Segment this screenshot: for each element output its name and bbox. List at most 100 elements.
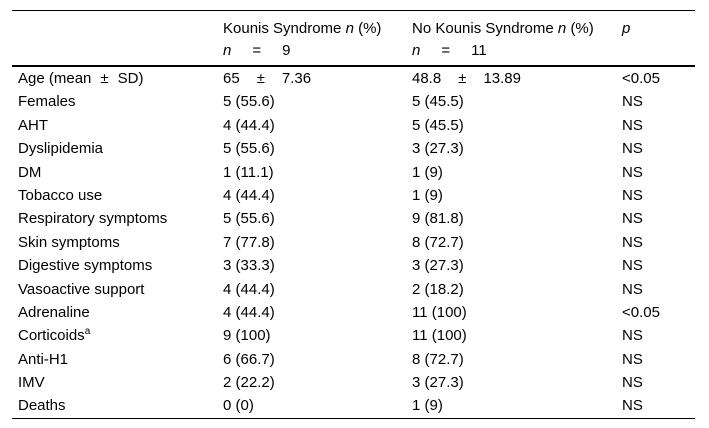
no-kounis-value: 11 (100) [412,303,467,321]
header-no-kounis-group: No Kounis Syndrome n (%) n = 11 [412,18,622,62]
p-value: NS [622,186,643,204]
kounis-comparison-table: Kounis Syndrome n (%) n = 9 No Kounis Synd… [12,10,695,419]
row-label: Deaths [18,397,66,415]
footnote-marker: a [84,326,91,338]
row-label: AHT [18,116,48,134]
header-no-kounis-count-val: 11 [471,42,487,59]
no-kounis-value: 3 (27.3) [412,257,464,275]
row-label: Respiratory symptoms [18,210,168,228]
p-value: <0.05 [622,70,660,87]
header-no-kounis-title: No Kounis Syndrome n (%) [412,18,622,40]
row-label: Dyslipidemia [18,140,104,158]
kounis-value: 4 (44.4) [223,116,275,134]
row-label: Anti-H1 [18,350,69,368]
row-label: DM [18,163,42,181]
header-no-kounis-n-symbol: n [557,20,567,37]
header-kounis-title: Kounis Syndrome n (%) [223,18,412,40]
row-label: Females [18,93,76,111]
p-value: NS [622,163,643,181]
kounis-value: 9 (100) [223,327,271,345]
no-kounis-value: 5 (45.5) [412,93,464,111]
no-kounis-value: 1 (9) [412,163,443,181]
header-kounis-count-eq: = [252,42,262,59]
table-row: Females 5 (55.6) 5 (45.5) NS [12,90,695,113]
table-body: Age (mean ± SD) 65 ±7.36 48.8 ±13.89 <0.05 F… [12,67,695,418]
table-row: Anti-H1 6 (66.7) 8 (72.7) NS [12,348,695,371]
kounis-value: 4 (44.4) [223,280,275,298]
p-value: NS [622,257,643,275]
table-row: IMV 2 (22.2) 3 (27.3) NS [12,371,695,394]
header-kounis-count-val: 9 [282,42,291,59]
table-header-row: Kounis Syndrome n (%) n = 9 No Kounis Synd… [12,11,695,67]
header-kounis-group: Kounis Syndrome n (%) n = 9 [223,18,412,62]
table-row: DM 1 (11.1) 1 (9) NS [12,161,695,184]
no-kounis-value: 5 (45.5) [412,116,464,134]
kounis-value: 5 (55.6) [223,93,275,111]
no-kounis-value: 2 (18.2) [412,280,464,298]
row-label: Vasoactive support [18,280,145,298]
header-p-label: p [622,20,631,37]
table-row: AHT 4 (44.4) 5 (45.5) NS [12,114,695,137]
kounis-value: 2 (22.2) [223,374,275,392]
table-row: Tobacco use 4 (44.4) 1 (9) NS [12,184,695,207]
p-value: NS [622,140,643,158]
p-value: NS [622,116,643,134]
p-value: NS [622,210,643,228]
header-kounis-pct: (%) [358,20,382,37]
no-kounis-value: 8 (72.7) [412,233,464,251]
no-kounis-value: 3 (27.3) [412,140,464,158]
kounis-value: 1 (11.1) [223,163,274,181]
table-row: Corticoidsa 9 (100) 11 (100) NS [12,324,695,347]
header-kounis-count: n = 9 [223,40,412,62]
table-row: Adrenaline 4 (44.4) 11 (100) <0.05 [12,301,695,324]
kounis-value: 6 (66.7) [223,350,275,368]
header-no-kounis-count: n = 11 [412,40,622,62]
table-row: Digestive symptoms 3 (33.3) 3 (27.3) NS [12,254,695,277]
row-label: Skin symptoms [18,233,120,251]
no-kounis-value: 8 (72.7) [412,350,464,368]
p-value: NS [622,397,643,415]
row-label: Corticoidsa [18,326,91,345]
row-label: Age (mean ± SD) [18,70,144,87]
table-row: Respiratory symptoms 5 (55.6) 9 (81.8) N… [12,207,695,230]
p-value: <0.05 [622,303,660,321]
kounis-value: 0 (0) [223,397,254,415]
table-row: Vasoactive support 4 (44.4) 2 (18.2) NS [12,278,695,301]
no-kounis-value: 1 (9) [412,186,443,204]
header-p-column: p [622,18,695,62]
p-value: NS [622,280,643,298]
header-kounis-count-var: n [223,42,232,59]
kounis-value: 3 (33.3) [223,257,275,275]
table-row: Deaths 0 (0) 1 (9) NS [12,394,695,417]
kounis-value: 5 (55.6) [223,140,275,158]
header-empty-cell [18,18,223,62]
row-label: IMV [18,374,45,392]
no-kounis-value: 9 (81.8) [412,210,464,228]
header-no-kounis-pct: (%) [570,20,594,37]
kounis-value: 65 ±7.36 [223,70,312,87]
row-label: Digestive symptoms [18,257,153,275]
table-row: Dyslipidemia 5 (55.6) 3 (27.3) NS [12,137,695,160]
row-label: Adrenaline [18,303,90,321]
no-kounis-value: 3 (27.3) [412,374,464,392]
no-kounis-value: 1 (9) [412,397,443,415]
table-row: Age (mean ± SD) 65 ±7.36 48.8 ±13.89 <0.05 [12,67,695,90]
kounis-value: 4 (44.4) [223,186,275,204]
kounis-value: 7 (77.8) [223,233,275,251]
no-kounis-value: 48.8 ±13.89 [412,70,521,87]
header-no-kounis-count-eq: = [441,42,451,59]
p-value: NS [622,374,643,392]
header-kounis-title-text: Kounis Syndrome [223,20,342,37]
header-no-kounis-title-text: No Kounis Syndrome [412,20,554,37]
p-value: NS [622,350,643,368]
kounis-value: 5 (55.6) [223,210,275,228]
p-value: NS [622,93,643,111]
header-kounis-n-symbol: n [345,20,354,37]
p-value: NS [622,327,643,345]
table-row: Skin symptoms 7 (77.8) 8 (72.7) NS [12,231,695,254]
row-label: Tobacco use [18,186,103,204]
p-value: NS [622,233,643,251]
kounis-value: 4 (44.4) [223,303,275,321]
no-kounis-value: 11 (100) [412,327,467,345]
